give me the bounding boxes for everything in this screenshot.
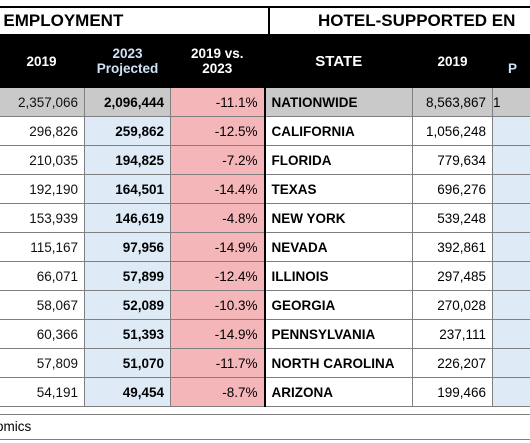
table-row: 2,357,066 2,096,444 -11.1% NATIONWIDE 8,563,… [0, 87, 530, 117]
table-row: 115,167 97,956 -14.9% NEVADA 392,861 [0, 232, 530, 262]
state-name-cell: NATIONWIDE [263, 87, 413, 117]
supported-next-cell [492, 203, 530, 233]
header-supported-next: P [492, 34, 530, 88]
table-row: 57,809 51,070 -11.7% NORTH CAROLINA 226,207 [0, 348, 530, 378]
change-percent-cell: -12.5% [170, 116, 265, 146]
employment-table-container: CT EMPLOYMENT HOTEL-SUPPORTED EN 2019 20… [0, 6, 530, 440]
change-percent-cell: -4.8% [170, 203, 265, 233]
change-percent-cell: -14.4% [170, 174, 265, 204]
change-percent-cell: -10.3% [170, 290, 265, 320]
change-percent-cell: -14.9% [170, 319, 265, 349]
state-name-cell: NEVADA [263, 232, 413, 262]
header-supported-next-label: P [507, 61, 517, 76]
supported-2019-cell: 696,276 [412, 174, 493, 204]
state-name-cell: TEXAS [263, 174, 413, 204]
table-row: 60,366 51,393 -14.9% PENNSYLVANIA 237,111 [0, 319, 530, 349]
header-change-line1: 2019 vs. [190, 46, 244, 61]
direct-2019-cell: 153,939 [0, 203, 85, 233]
supported-2019-cell: 392,861 [412, 232, 493, 262]
direct-2023-projected-cell: 2,096,444 [84, 87, 171, 117]
supported-2019-cell: 199,466 [412, 377, 493, 407]
employment-table: 2019 2023 Projected 2019 vs. 2023 STATE … [0, 34, 530, 407]
table-row: 66,071 57,899 -12.4% ILLINOIS 297,485 [0, 261, 530, 291]
hotel-supported-employment-title: HOTEL-SUPPORTED EN [268, 8, 530, 34]
supported-next-cell [492, 174, 530, 204]
direct-2023-projected-cell: 51,393 [84, 319, 171, 349]
change-percent-cell: -11.7% [170, 348, 265, 378]
table-row: 192,190 164,501 -14.4% TEXAS 696,276 [0, 174, 530, 204]
header-state: STATE [263, 34, 413, 88]
direct-2023-projected-cell: 52,089 [84, 290, 171, 320]
change-percent-cell: -14.9% [170, 232, 265, 262]
supported-2019-cell: 1,056,248 [412, 116, 493, 146]
change-percent-cell: -7.2% [170, 145, 265, 175]
direct-2019-cell: 66,071 [0, 261, 85, 291]
supported-2019-cell: 297,485 [412, 261, 493, 291]
state-name-cell: GEORGIA [263, 290, 413, 320]
state-name-cell: CALIFORNIA [263, 116, 413, 146]
direct-2023-projected-cell: 194,825 [84, 145, 171, 175]
direct-2019-cell: 54,191 [0, 377, 85, 407]
supported-next-cell [492, 116, 530, 146]
table-row: 153,939 146,619 -4.8% NEW YORK 539,248 [0, 203, 530, 233]
header-2023-line2: Projected [96, 61, 159, 76]
direct-2019-cell: 60,366 [0, 319, 85, 349]
header-supported-2019: 2019 [412, 34, 493, 88]
supported-next-cell [492, 261, 530, 291]
change-percent-cell: -11.1% [170, 87, 265, 117]
table-row: 296,826 259,862 -12.5% CALIFORNIA 1,056,248 [0, 116, 530, 146]
direct-2019-cell: 115,167 [0, 232, 85, 262]
supported-next-cell [492, 145, 530, 175]
state-name-cell: NEW YORK [263, 203, 413, 233]
state-name-cell: FLORIDA [263, 145, 413, 175]
supported-2019-cell: 539,248 [412, 203, 493, 233]
supported-next-cell [492, 348, 530, 378]
state-name-cell: NORTH CAROLINA [263, 348, 413, 378]
table-row: 54,191 49,454 -8.7% ARIZONA 199,466 [0, 377, 530, 407]
change-percent-cell: -12.4% [170, 261, 265, 291]
supported-next-cell [492, 377, 530, 407]
table-row: 58,067 52,089 -10.3% GEORGIA 270,028 [0, 290, 530, 320]
state-name-cell: ARIZONA [263, 377, 413, 407]
direct-2019-cell: 58,067 [0, 290, 85, 320]
table-titles: CT EMPLOYMENT HOTEL-SUPPORTED EN [0, 6, 530, 34]
supported-2019-cell: 8,563,867 [412, 87, 493, 117]
direct-2023-projected-cell: 164,501 [84, 174, 171, 204]
supported-next-cell [492, 290, 530, 320]
direct-2023-projected-cell: 97,956 [84, 232, 171, 262]
source-note: omics [0, 414, 530, 440]
direct-2023-projected-cell: 57,899 [84, 261, 171, 291]
direct-2019-cell: 2,357,066 [0, 87, 85, 117]
state-name-cell: ILLINOIS [263, 261, 413, 291]
direct-2019-cell: 210,035 [0, 145, 85, 175]
direct-2023-projected-cell: 51,070 [84, 348, 171, 378]
header-change: 2019 vs. 2023 [170, 34, 265, 88]
header-2023-projected: 2023 Projected [84, 34, 171, 88]
supported-next-cell [492, 319, 530, 349]
supported-next-cell: 1 [492, 87, 530, 117]
supported-2019-cell: 237,111 [412, 319, 493, 349]
direct-2023-projected-cell: 146,619 [84, 203, 171, 233]
direct-2019-cell: 296,826 [0, 116, 85, 146]
direct-2019-cell: 192,190 [0, 174, 85, 204]
supported-2019-cell: 270,028 [412, 290, 493, 320]
header-2023-line1: 2023 [112, 46, 143, 61]
header-2019: 2019 [0, 34, 85, 88]
direct-employment-title: CT EMPLOYMENT [0, 11, 124, 30]
state-name-cell: PENNSYLVANIA [263, 319, 413, 349]
change-percent-cell: -8.7% [170, 377, 265, 407]
header-change-line2: 2023 [202, 61, 233, 76]
supported-next-cell [492, 232, 530, 262]
supported-2019-cell: 226,207 [412, 348, 493, 378]
direct-2023-projected-cell: 259,862 [84, 116, 171, 146]
header-row: 2019 2023 Projected 2019 vs. 2023 STATE … [0, 34, 530, 88]
supported-2019-cell: 779,634 [412, 145, 493, 175]
table-row: 210,035 194,825 -7.2% FLORIDA 779,634 [0, 145, 530, 175]
direct-2023-projected-cell: 49,454 [84, 377, 171, 407]
direct-2019-cell: 57,809 [0, 348, 85, 378]
